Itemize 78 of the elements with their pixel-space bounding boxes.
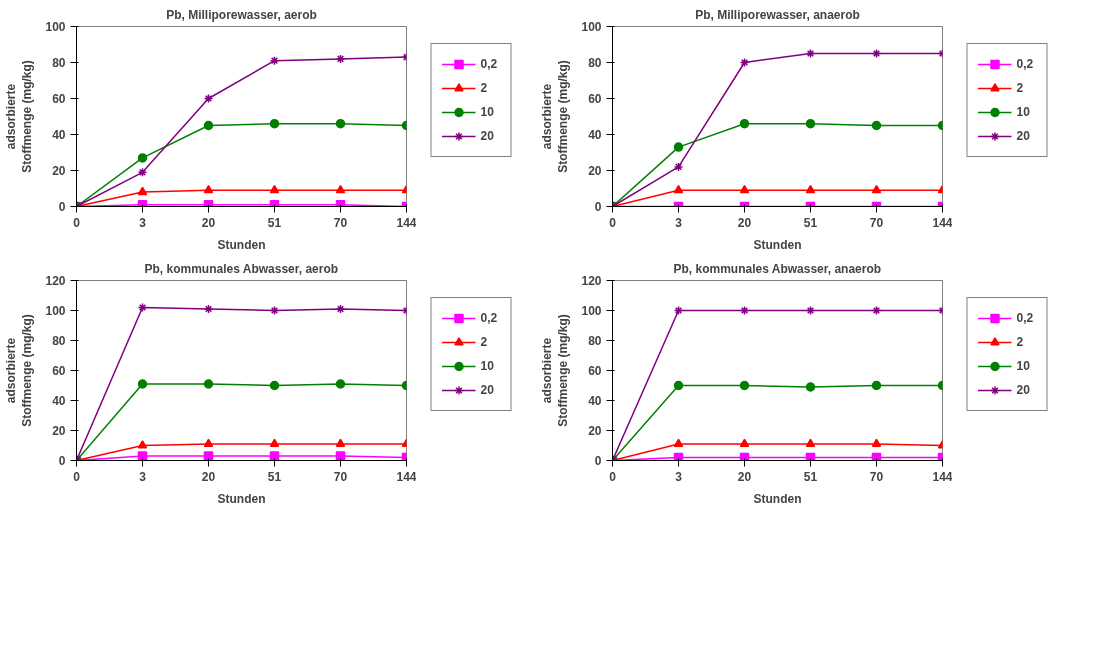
y-tick-label: 80	[588, 56, 602, 70]
chart-title: Pb, Milliporewasser, aerob	[166, 7, 317, 22]
y-axis-title: adsorbierte Stoffmenge (mg/kg)	[3, 314, 35, 427]
x-tick-label: 0	[609, 469, 617, 484]
x-axis-title: Stunden	[217, 237, 266, 252]
y-axis-title: adsorbierte Stoffmenge (mg/kg)	[539, 314, 571, 427]
x-tick-label: 20	[201, 215, 216, 230]
legend-label: 20	[480, 128, 495, 143]
y-tick-label: 80	[52, 334, 66, 348]
y-tick-label: 80	[588, 334, 602, 348]
legend-label: 0,2	[480, 310, 499, 325]
legend-label: 2	[480, 334, 489, 349]
x-tick-label: 70	[333, 215, 348, 230]
legend-label: 2	[1016, 80, 1025, 95]
x-tick-label: 51	[803, 215, 818, 230]
x-tick-label: 144	[932, 215, 953, 230]
y-tick-label: 0	[58, 454, 66, 468]
x-tick-label: 3	[675, 469, 683, 484]
chart-title: Pb, kommunales Abwasser, aerob	[144, 261, 339, 276]
legend-label: 20	[480, 382, 495, 397]
x-tick-label: 51	[267, 469, 282, 484]
y-axis-title: adsorbierte Stoffmenge (mg/kg)	[3, 60, 35, 173]
y-tick-label: 60	[52, 364, 66, 378]
y-tick-label: 0	[594, 200, 602, 214]
y-tick-label: 20	[588, 164, 602, 178]
y-tick-label: 120	[45, 274, 66, 288]
x-tick-label: 0	[609, 215, 617, 230]
y-tick-label: 40	[52, 394, 66, 408]
y-tick-label: 100	[581, 20, 602, 34]
legend-label: 2	[1016, 334, 1025, 349]
y-tick-label: 60	[588, 364, 602, 378]
x-axis-title: Stunden	[217, 491, 266, 506]
y-tick-label: 40	[588, 128, 602, 142]
y-tick-label: 20	[52, 424, 66, 438]
y-tick-label: 60	[52, 92, 66, 106]
y-tick-label: 120	[581, 274, 602, 288]
y-tick-label: 40	[588, 394, 602, 408]
legend-label: 0,2	[480, 56, 499, 71]
chart-title: Pb, Milliporewasser, anaerob	[695, 7, 860, 22]
y-tick-label: 80	[52, 56, 66, 70]
y-tick-label: 20	[588, 424, 602, 438]
x-tick-label: 70	[333, 469, 348, 484]
x-tick-label: 0	[73, 215, 81, 230]
y-tick-label: 20	[52, 164, 66, 178]
x-tick-label: 20	[737, 469, 752, 484]
x-tick-label: 51	[267, 215, 282, 230]
x-tick-label: 3	[675, 215, 683, 230]
legend-label: 20	[1016, 128, 1031, 143]
y-axis-title: adsorbierte Stoffmenge (mg/kg)	[539, 60, 571, 173]
x-tick-label: 70	[869, 215, 884, 230]
chart-title: Pb, kommunales Abwasser, anaerob	[673, 261, 882, 276]
legend-label: 10	[1016, 358, 1031, 373]
x-tick-label: 0	[73, 469, 81, 484]
x-tick-label: 3	[139, 469, 147, 484]
x-tick-label: 144	[396, 215, 417, 230]
y-tick-label: 0	[594, 454, 602, 468]
x-tick-label: 70	[869, 469, 884, 484]
y-tick-label: 0	[58, 200, 66, 214]
legend-label: 2	[480, 80, 489, 95]
legend-label: 0,2	[1016, 310, 1035, 325]
legend-label: 10	[480, 104, 495, 119]
x-tick-label: 20	[737, 215, 752, 230]
x-tick-label: 144	[932, 469, 953, 484]
y-tick-label: 100	[45, 304, 66, 318]
x-axis-title: Stunden	[753, 237, 802, 252]
x-axis-title: Stunden	[753, 491, 802, 506]
legend-label: 10	[480, 358, 495, 373]
legend-label: 20	[1016, 382, 1031, 397]
y-tick-label: 40	[52, 128, 66, 142]
x-tick-label: 20	[201, 469, 216, 484]
y-tick-label: 60	[588, 92, 602, 106]
x-tick-label: 3	[139, 215, 147, 230]
legend-label: 0,2	[1016, 56, 1035, 71]
y-tick-label: 100	[45, 20, 66, 34]
x-tick-label: 144	[396, 469, 417, 484]
y-tick-label: 100	[581, 304, 602, 318]
legend-label: 10	[1016, 104, 1031, 119]
x-tick-label: 51	[803, 469, 818, 484]
